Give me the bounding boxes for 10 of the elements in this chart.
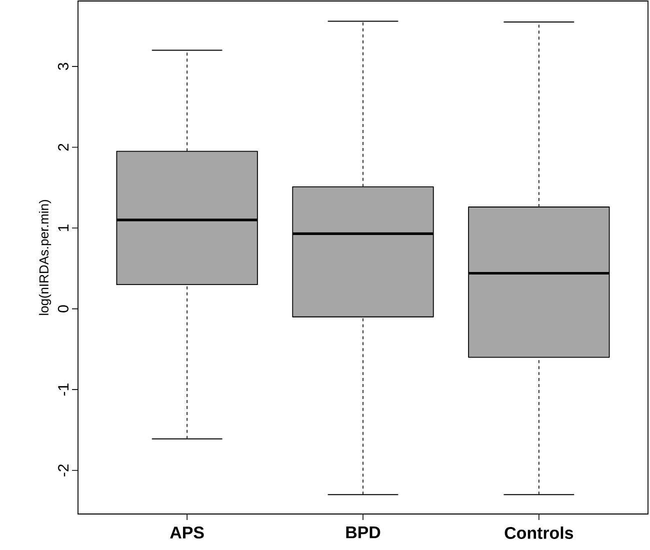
y-tick-label: 1	[58, 224, 68, 232]
x-tick-label: Controls	[504, 526, 574, 539]
y-tick-label: 0	[58, 305, 68, 312]
y-tick-label: 3	[58, 62, 68, 70]
y-tick-label: 2	[58, 144, 68, 151]
x-tick-label: APS	[170, 526, 204, 539]
y-tick-label: -1	[58, 384, 68, 396]
y-tick-label: -2	[58, 464, 68, 476]
x-tick-label: BPD	[346, 526, 380, 538]
y-axis-title: log(nIRDAs.per.min)	[38, 200, 52, 315]
